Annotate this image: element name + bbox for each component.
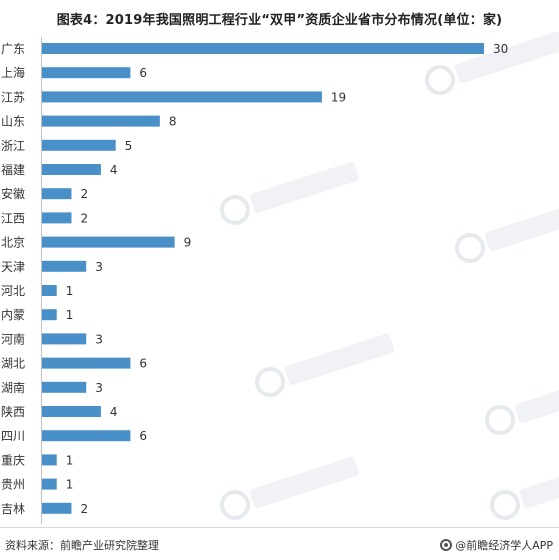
category-label: 安徽 (1, 186, 25, 201)
app-credit-label: @前瞻经济学人APP (455, 539, 553, 552)
app-credit: @前瞻经济学人APP (440, 537, 553, 553)
category-label: 江苏 (1, 90, 25, 104)
category-label: 陕西 (1, 404, 25, 419)
bar (42, 91, 322, 103)
category-label: 北京 (1, 236, 25, 250)
category-label: 湖南 (1, 380, 25, 395)
bar (42, 115, 160, 127)
bar (42, 67, 131, 79)
data-label: 1 (66, 308, 74, 322)
bar-chart: 广东 30 上海 6 江苏 19 山东 8 浙江 5 福建 4 安徽 2 江西 2 北京 9 天津 3 河北 1 内蒙 1 河南… (1, 31, 559, 524)
app-logo-icon (440, 539, 453, 551)
watermark-mark (454, 31, 559, 84)
category-label: 江西 (1, 211, 25, 225)
data-label: 8 (169, 115, 177, 129)
bar (42, 478, 57, 490)
category-label: 天津 (1, 260, 25, 274)
watermark-mark (284, 333, 395, 386)
bar (42, 333, 87, 345)
bar (42, 430, 131, 442)
category-label: 广东 (1, 42, 25, 56)
bar (42, 502, 72, 514)
data-label: 6 (139, 357, 147, 371)
source-note: 资料来源：前瞻产业研究院整理 (5, 539, 159, 552)
bar (42, 406, 101, 417)
watermark-logo-icon (490, 490, 520, 520)
watermark-logo-icon (255, 367, 285, 397)
data-label: 1 (66, 478, 74, 492)
data-label: 3 (95, 260, 103, 274)
bar (42, 43, 484, 54)
watermark-mark (514, 371, 559, 424)
data-label: 3 (95, 332, 103, 346)
bar (42, 164, 101, 175)
data-label: 4 (110, 405, 118, 419)
data-label: 30 (493, 42, 508, 56)
bar (42, 188, 72, 200)
category-label: 贵州 (1, 478, 25, 492)
category-label: 湖北 (1, 356, 25, 371)
data-label: 4 (110, 163, 118, 177)
data-label: 1 (66, 453, 74, 467)
category-label: 浙江 (1, 139, 25, 153)
data-label: 6 (139, 429, 147, 443)
data-label: 2 (80, 187, 88, 201)
bars-group: 广东 30 上海 6 江苏 19 山东 8 浙江 5 福建 4 安徽 2 江西 2 北京 9 天津 3 河北 1 内蒙 1 河南… (1, 42, 508, 516)
watermark-logo-icon (485, 405, 515, 435)
data-label: 19 (331, 90, 346, 104)
bar (42, 285, 57, 296)
watermark-mark (249, 456, 360, 509)
bar (42, 309, 57, 321)
category-label: 重庆 (1, 453, 25, 467)
bar (42, 381, 87, 393)
category-label: 河南 (1, 331, 25, 346)
bar (42, 357, 131, 369)
bar (42, 139, 116, 151)
data-label: 5 (125, 139, 133, 153)
data-label: 1 (66, 284, 74, 298)
bar (42, 212, 72, 224)
category-label: 上海 (1, 65, 25, 80)
watermark-mark (249, 161, 360, 214)
watermark-group (220, 31, 559, 520)
watermark-logo-icon (220, 490, 250, 520)
category-label: 吉林 (1, 502, 25, 516)
data-label: 2 (80, 502, 88, 516)
watermark-logo-icon (220, 195, 250, 225)
chart-title: 图表4：2019年我国照明工程行业“双甲”资质企业省市分布情况(单位：家) (56, 13, 503, 28)
category-label: 四川 (1, 429, 25, 443)
watermark-mark (519, 456, 559, 509)
data-label: 3 (95, 381, 103, 395)
category-label: 山东 (1, 115, 25, 129)
watermark-mark (484, 199, 559, 252)
watermark-logo-icon (455, 233, 485, 263)
watermark-logo-icon (425, 65, 455, 95)
category-label: 福建 (1, 162, 25, 177)
footer: 资料来源：前瞻产业研究院整理 @前瞻经济学人APP (0, 527, 559, 560)
bar (42, 454, 57, 466)
category-label: 河北 (1, 284, 25, 298)
bar (42, 236, 175, 248)
data-label: 9 (184, 236, 192, 250)
bar (42, 260, 87, 272)
data-label: 2 (80, 211, 88, 225)
data-label: 6 (139, 66, 147, 80)
category-label: 内蒙 (1, 308, 25, 322)
